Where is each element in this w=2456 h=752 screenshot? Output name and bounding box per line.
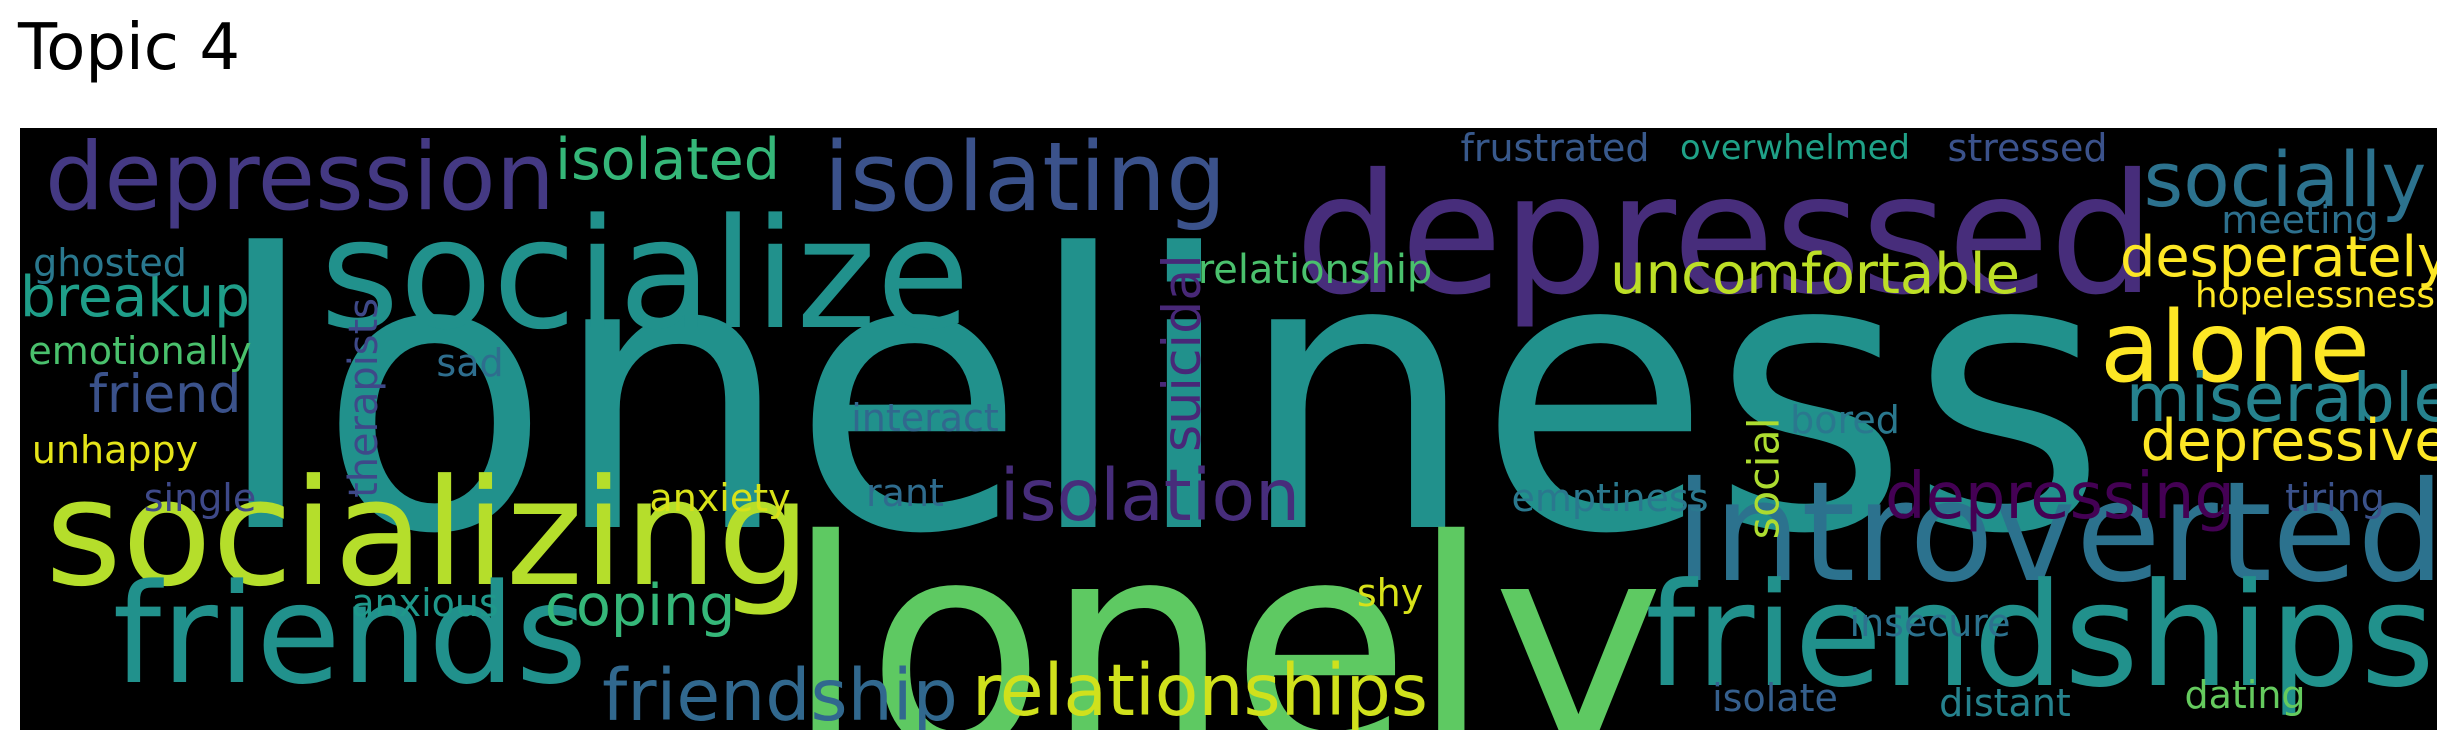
cloud-word-therapists: therapists — [341, 298, 388, 498]
cloud-word-lonely: lonely — [785, 476, 1665, 730]
cloud-word-ghosted: ghosted — [33, 241, 187, 285]
cloud-word-breakup: breakup — [20, 264, 250, 330]
cloud-word-meeting: meeting — [2221, 198, 2379, 242]
cloud-word-depressed: depressed — [1295, 138, 2155, 332]
cloud-word-depressing: depressing — [1885, 460, 2235, 535]
cloud-word-depressive: depressive — [2140, 407, 2437, 474]
cloud-word-emptiness: emptiness — [1511, 476, 1709, 520]
cloud-word-friendships: friendships — [1645, 551, 2435, 719]
cloud-word-depression: depression — [45, 128, 555, 233]
cloud-word-socially: socially — [2143, 135, 2427, 224]
page-title: Topic 4 — [18, 11, 241, 85]
cloud-word-socializing: socializing — [45, 446, 811, 619]
cloud-word-hopelessness: hopelessness — [2195, 275, 2435, 317]
cloud-word-desperately: desperately — [2120, 225, 2437, 291]
cloud-word-frustrated: frustrated — [1460, 128, 1650, 170]
cloud-word-sad: sad — [436, 341, 504, 385]
cloud-word-relationships: relationships — [972, 648, 1428, 730]
cloud-word-single: single — [143, 476, 257, 520]
cloud-word-relationship: relationship — [1197, 247, 1433, 294]
cloud-word-distant: distant — [1939, 681, 2071, 725]
cloud-word-anxiety: anxiety — [649, 476, 791, 520]
cloud-word-isolate: isolate — [1712, 676, 1838, 720]
cloud-word-stressed: stressed — [1947, 128, 2108, 170]
cloud-word-bored: bored — [1790, 398, 1900, 442]
cloud-word-dating: dating — [2184, 673, 2306, 717]
cloud-word-interact: interact — [851, 396, 999, 440]
cloud-word-miserable: miserable — [2125, 358, 2437, 437]
cloud-word-emotionally: emotionally — [28, 329, 252, 373]
cloud-word-overwhelmed: overwhelmed — [1680, 128, 1910, 168]
cloud-word-isolating: isolating — [823, 128, 1227, 233]
cloud-word-coping: coping — [544, 572, 736, 639]
cloud-word-tiring: tiring — [2285, 476, 2385, 520]
cloud-word-loneliness: loneliness — [212, 174, 2108, 617]
cloud-word-anxious: anxious — [351, 581, 499, 625]
cloud-word-isolation: isolation — [999, 453, 1301, 537]
cloud-word-shy: shy — [1356, 571, 1424, 615]
cloud-word-friend: friend — [88, 365, 242, 426]
cloud-word-friendship: friendship — [602, 653, 958, 730]
cloud-word-alone: alone — [2100, 291, 2370, 406]
cloud-word-rant: rant — [866, 471, 944, 515]
cloud-word-insecure: insecure — [1849, 601, 2011, 645]
cloud-word-friends: friends — [112, 554, 588, 715]
cloud-word-socialize: socialize — [320, 186, 970, 364]
cloud-word-unhappy: unhappy — [31, 428, 199, 472]
cloud-word-introverted: introverted — [1675, 451, 2437, 613]
word-cloud: loneliness lonely depressed socialize social… — [20, 128, 2437, 730]
cloud-word-uncomfortable: uncomfortable — [1610, 242, 2020, 308]
cloud-word-social: social — [1739, 417, 1790, 539]
cloud-word-isolated: isolated — [555, 128, 780, 193]
